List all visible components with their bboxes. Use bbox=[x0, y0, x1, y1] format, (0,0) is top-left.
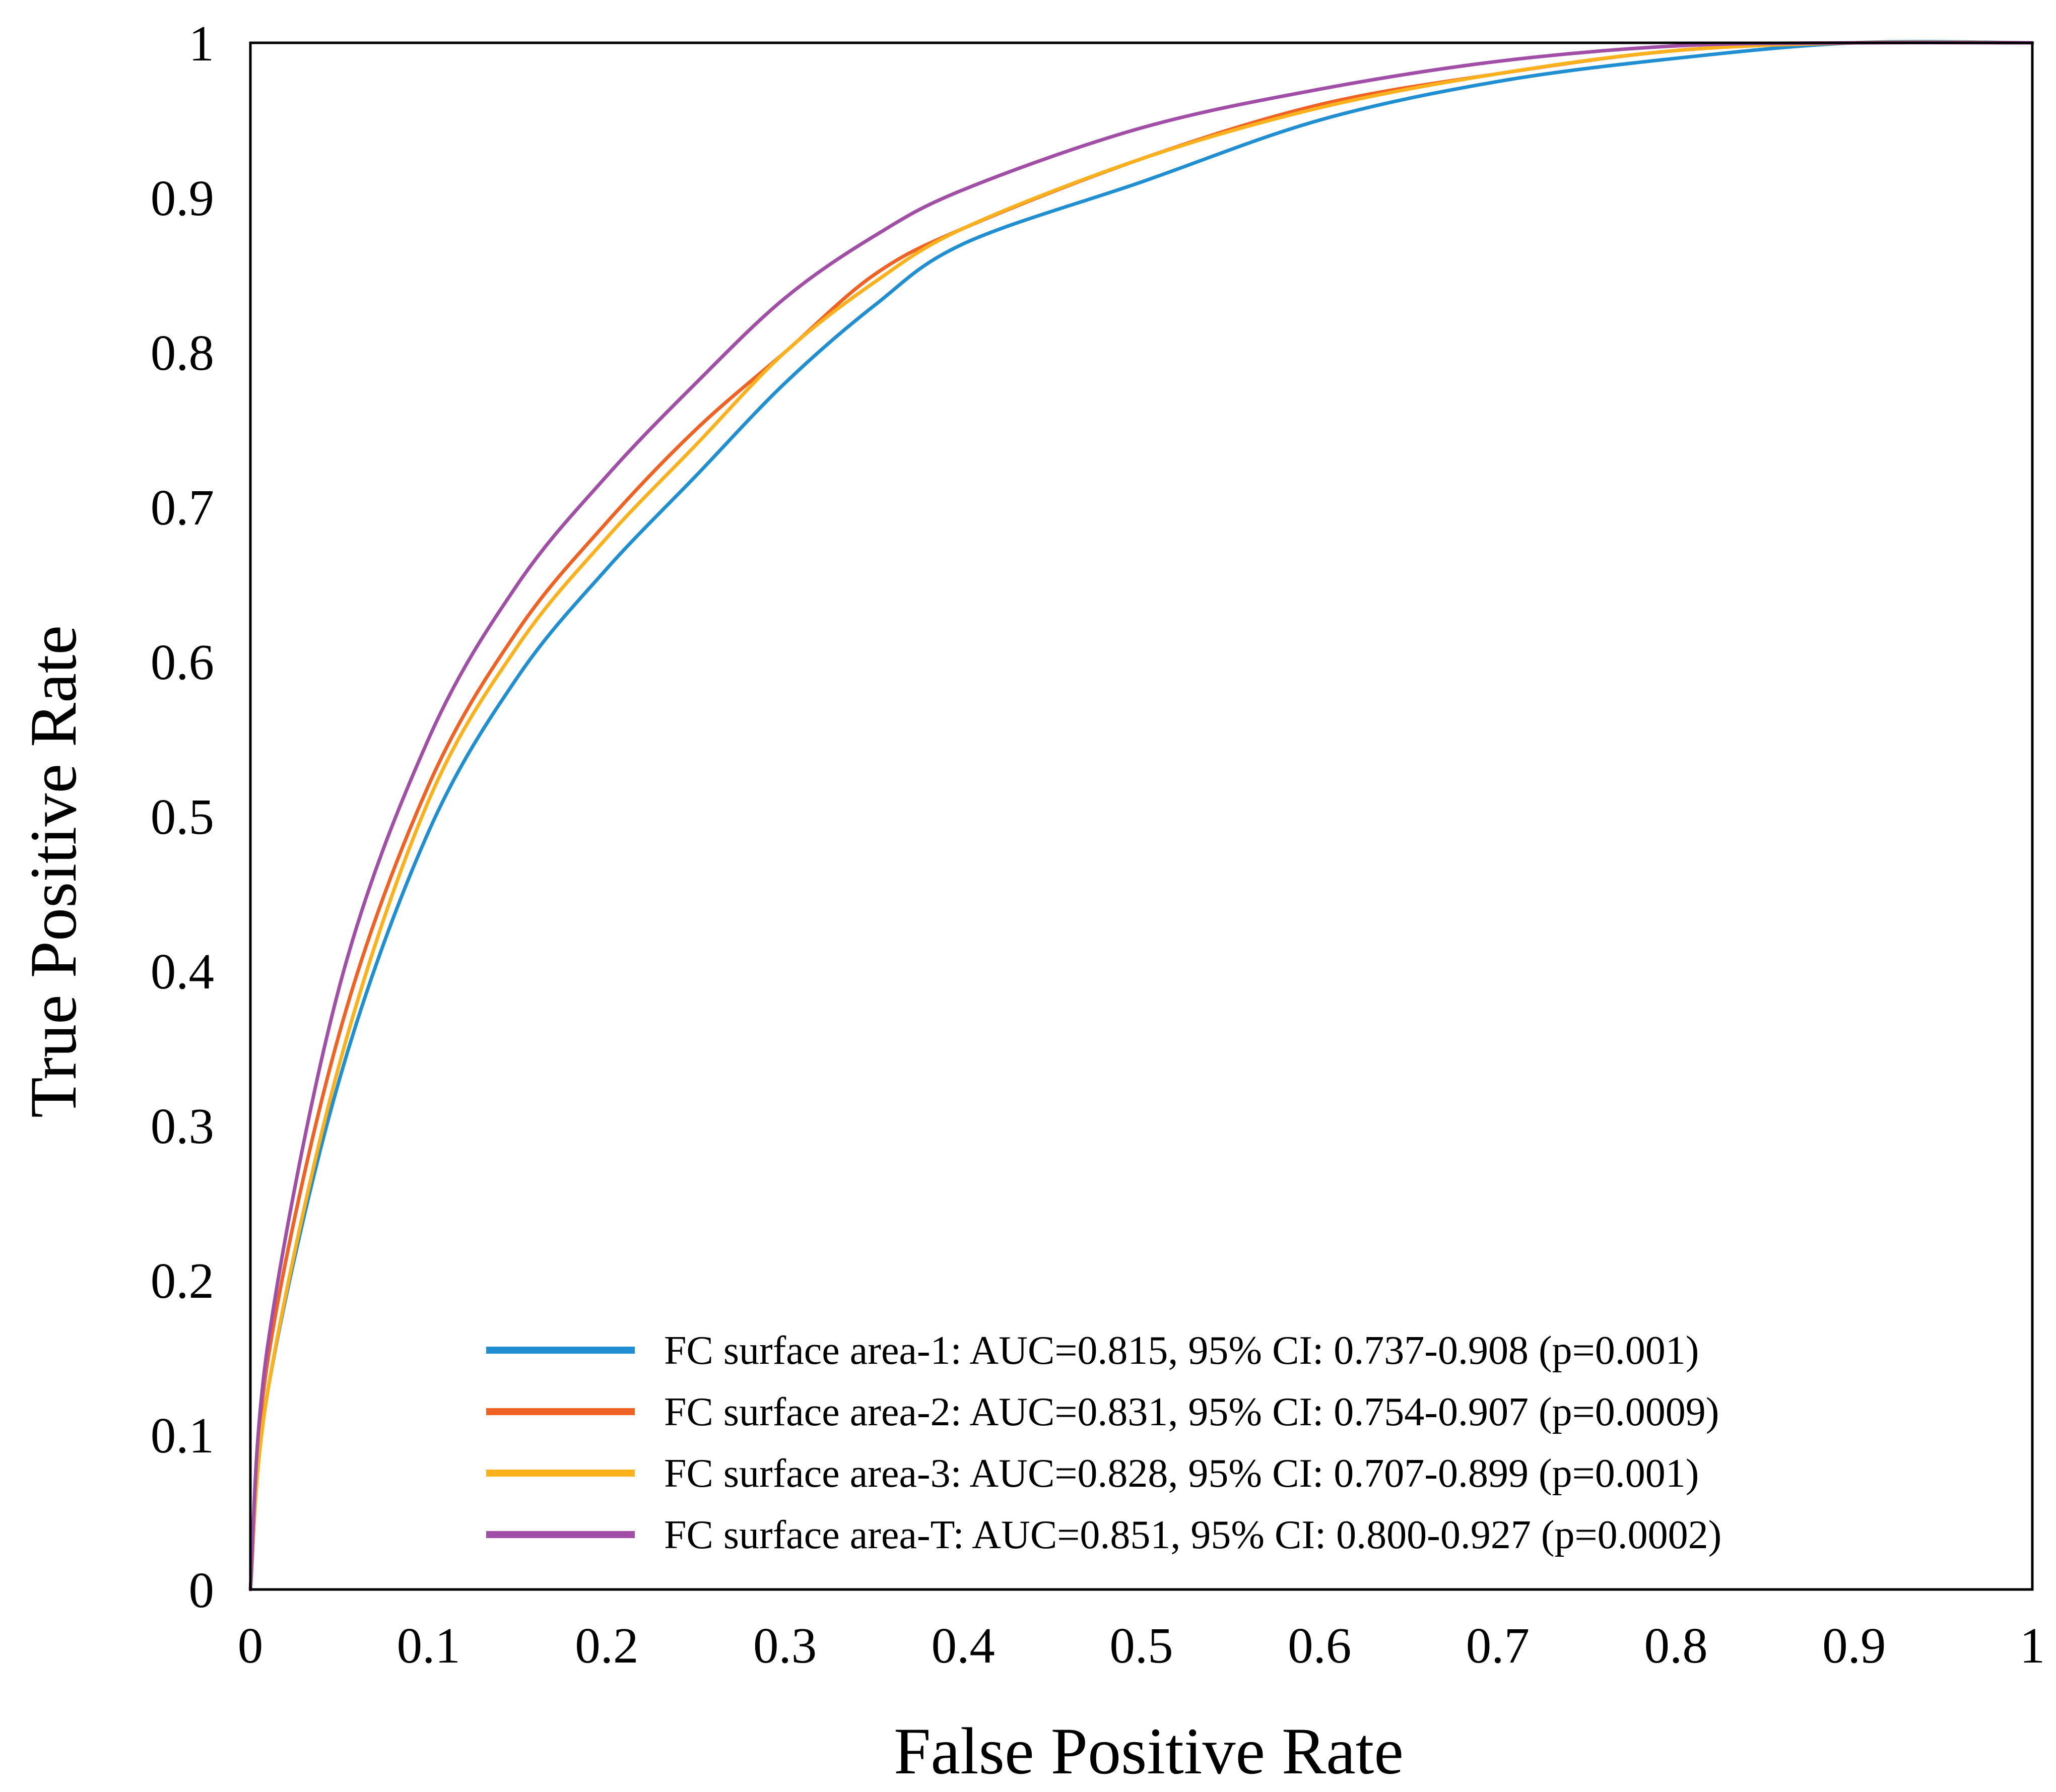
y-tick-label: 0.3 bbox=[151, 1098, 214, 1154]
y-tick-label: 0.2 bbox=[151, 1252, 214, 1309]
y-tick-label: 0.8 bbox=[151, 324, 214, 381]
x-tick-label: 0.9 bbox=[1822, 1617, 1886, 1674]
legend-label-1: FC surface area-1: AUC=0.815, 95% CI: 0.… bbox=[664, 1329, 1699, 1373]
x-tick-label: 1 bbox=[2020, 1617, 2045, 1674]
y-axis-ticks: 0 0.1 0.2 0.3 0.4 0.5 0.6 0.7 0.8 0.9 1 bbox=[151, 15, 214, 1618]
series-line-4 bbox=[248, 41, 2034, 1591]
x-tick-label: 0.2 bbox=[575, 1617, 638, 1674]
y-tick-label: 1 bbox=[189, 15, 215, 72]
y-axis-title: True Positive Rate bbox=[16, 625, 90, 1118]
legend: FC surface area-1: AUC=0.815, 95% CI: 0.… bbox=[486, 1329, 1721, 1557]
x-tick-label: 0 bbox=[238, 1617, 263, 1674]
y-tick-label: 0.7 bbox=[151, 479, 214, 536]
legend-label-4: FC surface area-T: AUC=0.851, 95% CI: 0.… bbox=[664, 1513, 1721, 1557]
legend-label-3: FC surface area-3: AUC=0.828, 95% CI: 0.… bbox=[664, 1451, 1699, 1496]
y-tick-label: 0.1 bbox=[151, 1407, 214, 1464]
legend-label-2: FC surface area-2: AUC=0.831, 95% CI: 0.… bbox=[664, 1390, 1719, 1434]
series-lines bbox=[248, 40, 2034, 1591]
x-tick-label: 0.6 bbox=[1288, 1617, 1351, 1674]
y-tick-label: 0.4 bbox=[151, 943, 214, 1000]
y-tick-label: 0.9 bbox=[151, 170, 214, 226]
series-line-3 bbox=[248, 40, 2034, 1591]
x-tick-label: 0.4 bbox=[932, 1617, 995, 1674]
x-tick-label: 0.5 bbox=[1109, 1617, 1173, 1674]
x-tick-label: 0.8 bbox=[1644, 1617, 1707, 1674]
x-tick-label: 0.3 bbox=[753, 1617, 817, 1674]
plot-area-frame bbox=[249, 41, 2034, 1591]
x-axis-ticks: 0 0.1 0.2 0.3 0.4 0.5 0.6 0.7 0.8 0.9 1 bbox=[238, 1617, 2045, 1674]
y-tick-label: 0.5 bbox=[151, 788, 214, 845]
x-tick-label: 0.1 bbox=[397, 1617, 460, 1674]
series-line-1 bbox=[248, 40, 2034, 1591]
y-tick-label: 0 bbox=[189, 1562, 215, 1618]
y-tick-label: 0.6 bbox=[151, 634, 214, 690]
x-axis-title: False Positive Rate bbox=[894, 1714, 1404, 1788]
x-tick-label: 0.7 bbox=[1466, 1617, 1530, 1674]
